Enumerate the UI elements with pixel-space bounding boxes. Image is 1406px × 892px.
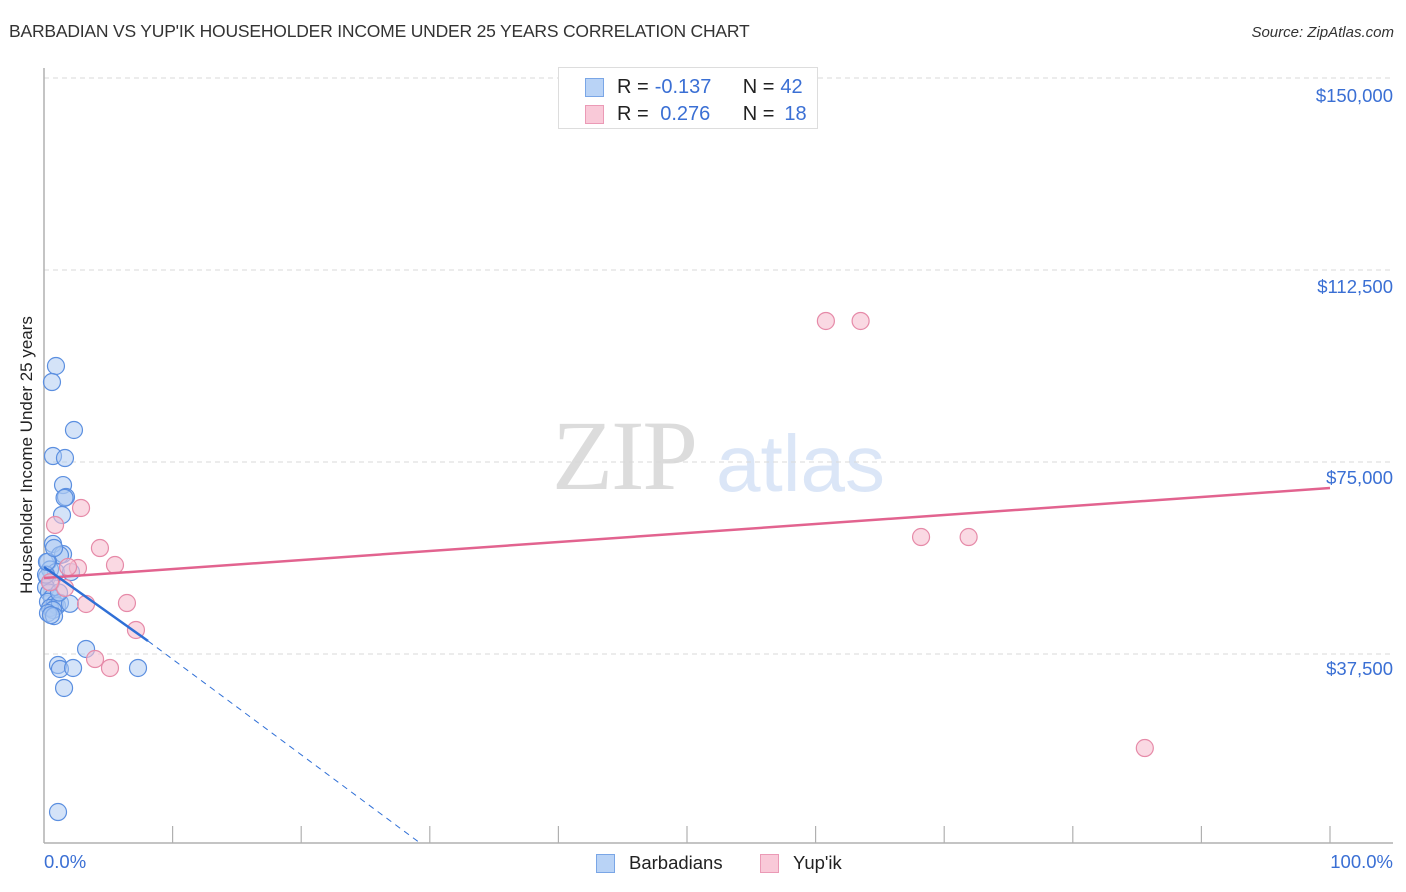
data-point-yupik bbox=[959, 527, 978, 547]
x-tick-min: 0.0% bbox=[44, 851, 87, 872]
watermark-zip: ZIP bbox=[552, 400, 698, 511]
pink-swatch-icon bbox=[585, 104, 604, 124]
r-label: R = bbox=[617, 102, 649, 125]
y-tick-37500: $37,500 bbox=[1326, 658, 1393, 679]
legend-row-yupik: R = 0.276 N = 18 bbox=[585, 102, 807, 126]
blue-swatch-icon bbox=[585, 77, 604, 97]
legend-label: Yup'ik bbox=[793, 852, 842, 873]
data-point-yupik bbox=[911, 527, 931, 547]
legend-label: Barbadians bbox=[629, 852, 723, 873]
axes bbox=[43, 68, 1393, 844]
r-value: -0.137 bbox=[654, 75, 712, 98]
yupik-points bbox=[40, 311, 1154, 758]
r-value: 0.276 bbox=[654, 102, 711, 125]
pink-swatch-icon bbox=[760, 853, 779, 873]
data-point-barbadians bbox=[54, 678, 74, 698]
x-tick-max: 100.0% bbox=[1330, 851, 1393, 872]
data-point-yupik bbox=[100, 658, 120, 678]
data-point-barbadians bbox=[46, 356, 66, 376]
legend-row-barbadians: R = -0.137 N = 42 bbox=[585, 75, 803, 99]
data-point-yupik bbox=[105, 555, 125, 575]
n-value: 42 bbox=[780, 75, 803, 98]
barbadians-trend-line bbox=[43, 565, 149, 643]
data-point-barbadians bbox=[42, 372, 62, 392]
n-label: N = bbox=[742, 102, 775, 125]
blue-swatch-icon bbox=[596, 853, 615, 873]
data-point-yupik bbox=[45, 515, 65, 535]
n-label: N = bbox=[742, 75, 775, 98]
data-point-barbadians bbox=[44, 538, 64, 558]
data-point-barbadians bbox=[128, 658, 148, 678]
data-point-yupik bbox=[816, 311, 835, 331]
barbadians-trend-extension bbox=[147, 640, 421, 844]
legend-item-yupik[interactable]: Yup'ik bbox=[760, 851, 842, 875]
data-point-yupik bbox=[71, 498, 91, 518]
barbadians-points bbox=[36, 356, 148, 822]
data-point-barbadians bbox=[55, 448, 75, 468]
y-tick-112500: $112,500 bbox=[1317, 276, 1393, 297]
y-tick-150000: $150,000 bbox=[1315, 85, 1393, 106]
data-point-barbadians bbox=[55, 488, 74, 507]
y-tick-75000: $75,000 bbox=[1326, 467, 1393, 488]
data-point-yupik bbox=[85, 649, 105, 669]
watermark-atlas: atlas bbox=[716, 419, 885, 508]
data-point-barbadians bbox=[63, 658, 83, 678]
source-label: Source: ZipAtlas.com bbox=[1251, 24, 1394, 41]
y-axis-label: Householder Income Under 25 years bbox=[17, 316, 36, 594]
chart-title: BARBADIAN VS YUP'IK HOUSEHOLDER INCOME U… bbox=[9, 21, 750, 41]
data-point-barbadians bbox=[48, 802, 68, 822]
legend-item-barbadians[interactable]: Barbadians bbox=[596, 851, 723, 875]
data-point-barbadians bbox=[41, 605, 61, 625]
r-label: R = bbox=[617, 75, 649, 98]
n-value: 18 bbox=[784, 102, 807, 125]
data-point-yupik bbox=[1135, 738, 1154, 758]
correlation-legend: R = -0.137 N = 42 R = 0.276 N = 18 bbox=[558, 67, 818, 129]
trend-lines bbox=[43, 486, 1331, 844]
data-point-barbadians bbox=[64, 420, 84, 440]
yupik-trend-line bbox=[43, 486, 1331, 580]
data-point-yupik bbox=[90, 538, 110, 558]
data-point-yupik bbox=[851, 311, 870, 331]
gridlines bbox=[44, 77, 1393, 655]
data-point-yupik bbox=[117, 593, 137, 613]
data-point-yupik bbox=[58, 557, 78, 577]
